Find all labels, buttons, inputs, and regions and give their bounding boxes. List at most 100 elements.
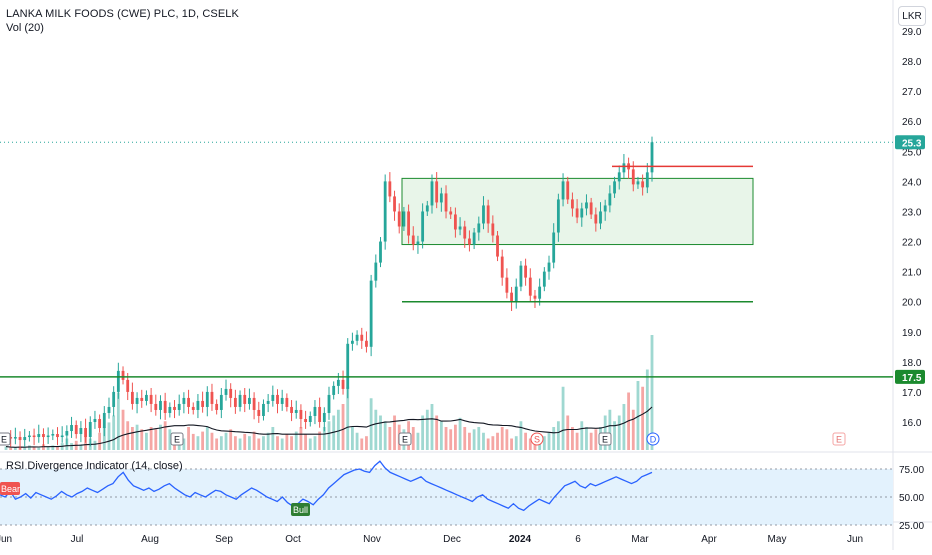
candle[interactable] xyxy=(519,261,523,292)
candle[interactable] xyxy=(379,237,382,268)
candle[interactable] xyxy=(332,381,336,400)
candle[interactable] xyxy=(173,400,176,419)
candle[interactable] xyxy=(580,202,584,227)
candle[interactable] xyxy=(116,362,120,399)
candle[interactable] xyxy=(135,392,139,414)
candle[interactable] xyxy=(594,207,598,232)
candle[interactable] xyxy=(88,416,92,447)
candle[interactable] xyxy=(177,394,181,416)
candle[interactable] xyxy=(219,388,223,419)
candle[interactable] xyxy=(145,390,148,406)
candle[interactable] xyxy=(365,331,368,353)
candle[interactable] xyxy=(425,200,429,216)
candle[interactable] xyxy=(154,394,158,416)
candle[interactable] xyxy=(285,393,289,412)
candle[interactable] xyxy=(463,220,467,248)
candle[interactable] xyxy=(112,386,116,417)
candle[interactable] xyxy=(641,174,645,196)
candle[interactable] xyxy=(374,254,378,288)
candle[interactable] xyxy=(32,428,36,446)
candle[interactable] xyxy=(416,235,420,254)
candle[interactable] xyxy=(299,404,303,429)
event-marker[interactable]: D xyxy=(646,432,660,446)
candle[interactable] xyxy=(388,172,392,203)
candle[interactable] xyxy=(500,249,504,286)
event-marker[interactable]: E xyxy=(398,432,412,446)
candle[interactable] xyxy=(163,392,167,420)
candle[interactable] xyxy=(130,382,134,410)
candle[interactable] xyxy=(482,196,485,230)
candle[interactable] xyxy=(205,386,209,417)
candle[interactable] xyxy=(571,192,574,217)
candle[interactable] xyxy=(98,414,102,433)
candle[interactable] xyxy=(510,286,513,312)
candle[interactable] xyxy=(257,401,261,423)
candle[interactable] xyxy=(528,268,532,302)
candle[interactable] xyxy=(468,230,471,252)
candle[interactable] xyxy=(191,402,195,415)
candle[interactable] xyxy=(608,185,612,213)
candle[interactable] xyxy=(318,397,322,428)
candle[interactable] xyxy=(369,274,373,357)
candle[interactable] xyxy=(159,395,162,420)
candle[interactable] xyxy=(355,330,359,346)
candle[interactable] xyxy=(93,410,97,429)
candle[interactable] xyxy=(351,332,354,351)
candle[interactable] xyxy=(383,174,387,250)
candle[interactable] xyxy=(411,226,415,251)
candle[interactable] xyxy=(280,389,284,411)
candle[interactable] xyxy=(393,190,396,221)
candle[interactable] xyxy=(215,399,219,415)
candle[interactable] xyxy=(613,176,616,198)
candle[interactable] xyxy=(121,366,125,385)
candle[interactable] xyxy=(238,390,242,412)
candle[interactable] xyxy=(266,394,270,413)
candle[interactable] xyxy=(248,388,251,410)
candle[interactable] xyxy=(650,136,654,182)
candle[interactable] xyxy=(435,172,439,209)
candle[interactable] xyxy=(491,215,495,243)
candle[interactable] xyxy=(453,207,457,238)
candle[interactable] xyxy=(496,231,499,262)
candle[interactable] xyxy=(23,428,27,447)
candle[interactable] xyxy=(547,255,551,280)
candle[interactable] xyxy=(645,163,649,194)
candle[interactable] xyxy=(56,427,59,446)
candle[interactable] xyxy=(407,204,410,244)
candle[interactable] xyxy=(252,392,256,420)
candle[interactable] xyxy=(28,431,31,442)
candle[interactable] xyxy=(182,392,186,414)
candle[interactable] xyxy=(603,199,607,221)
candle[interactable] xyxy=(617,165,621,190)
candle[interactable] xyxy=(210,383,214,411)
candle[interactable] xyxy=(140,389,144,408)
candle[interactable] xyxy=(589,197,593,219)
candle[interactable] xyxy=(322,407,326,432)
candle[interactable] xyxy=(402,206,406,232)
candle[interactable] xyxy=(243,388,247,413)
candle[interactable] xyxy=(327,386,331,420)
candle[interactable] xyxy=(556,193,560,242)
candle[interactable] xyxy=(514,278,518,309)
candle[interactable] xyxy=(102,406,106,437)
candle[interactable] xyxy=(486,199,490,233)
candle[interactable] xyxy=(304,410,307,429)
candle[interactable] xyxy=(60,426,64,443)
currency-button[interactable]: LKR xyxy=(898,6,926,26)
candle[interactable] xyxy=(13,427,17,445)
candle[interactable] xyxy=(505,268,509,299)
candle[interactable] xyxy=(51,429,55,441)
event-marker[interactable]: E xyxy=(170,432,184,446)
candle[interactable] xyxy=(533,289,537,309)
candle[interactable] xyxy=(561,173,565,207)
candle[interactable] xyxy=(397,203,401,234)
candle[interactable] xyxy=(575,199,579,224)
candle[interactable] xyxy=(168,402,172,418)
candle[interactable] xyxy=(524,258,528,286)
candle[interactable] xyxy=(187,389,190,414)
candle[interactable] xyxy=(439,187,443,212)
candle[interactable] xyxy=(566,176,570,204)
candle[interactable] xyxy=(201,391,205,413)
candle[interactable] xyxy=(229,383,233,408)
